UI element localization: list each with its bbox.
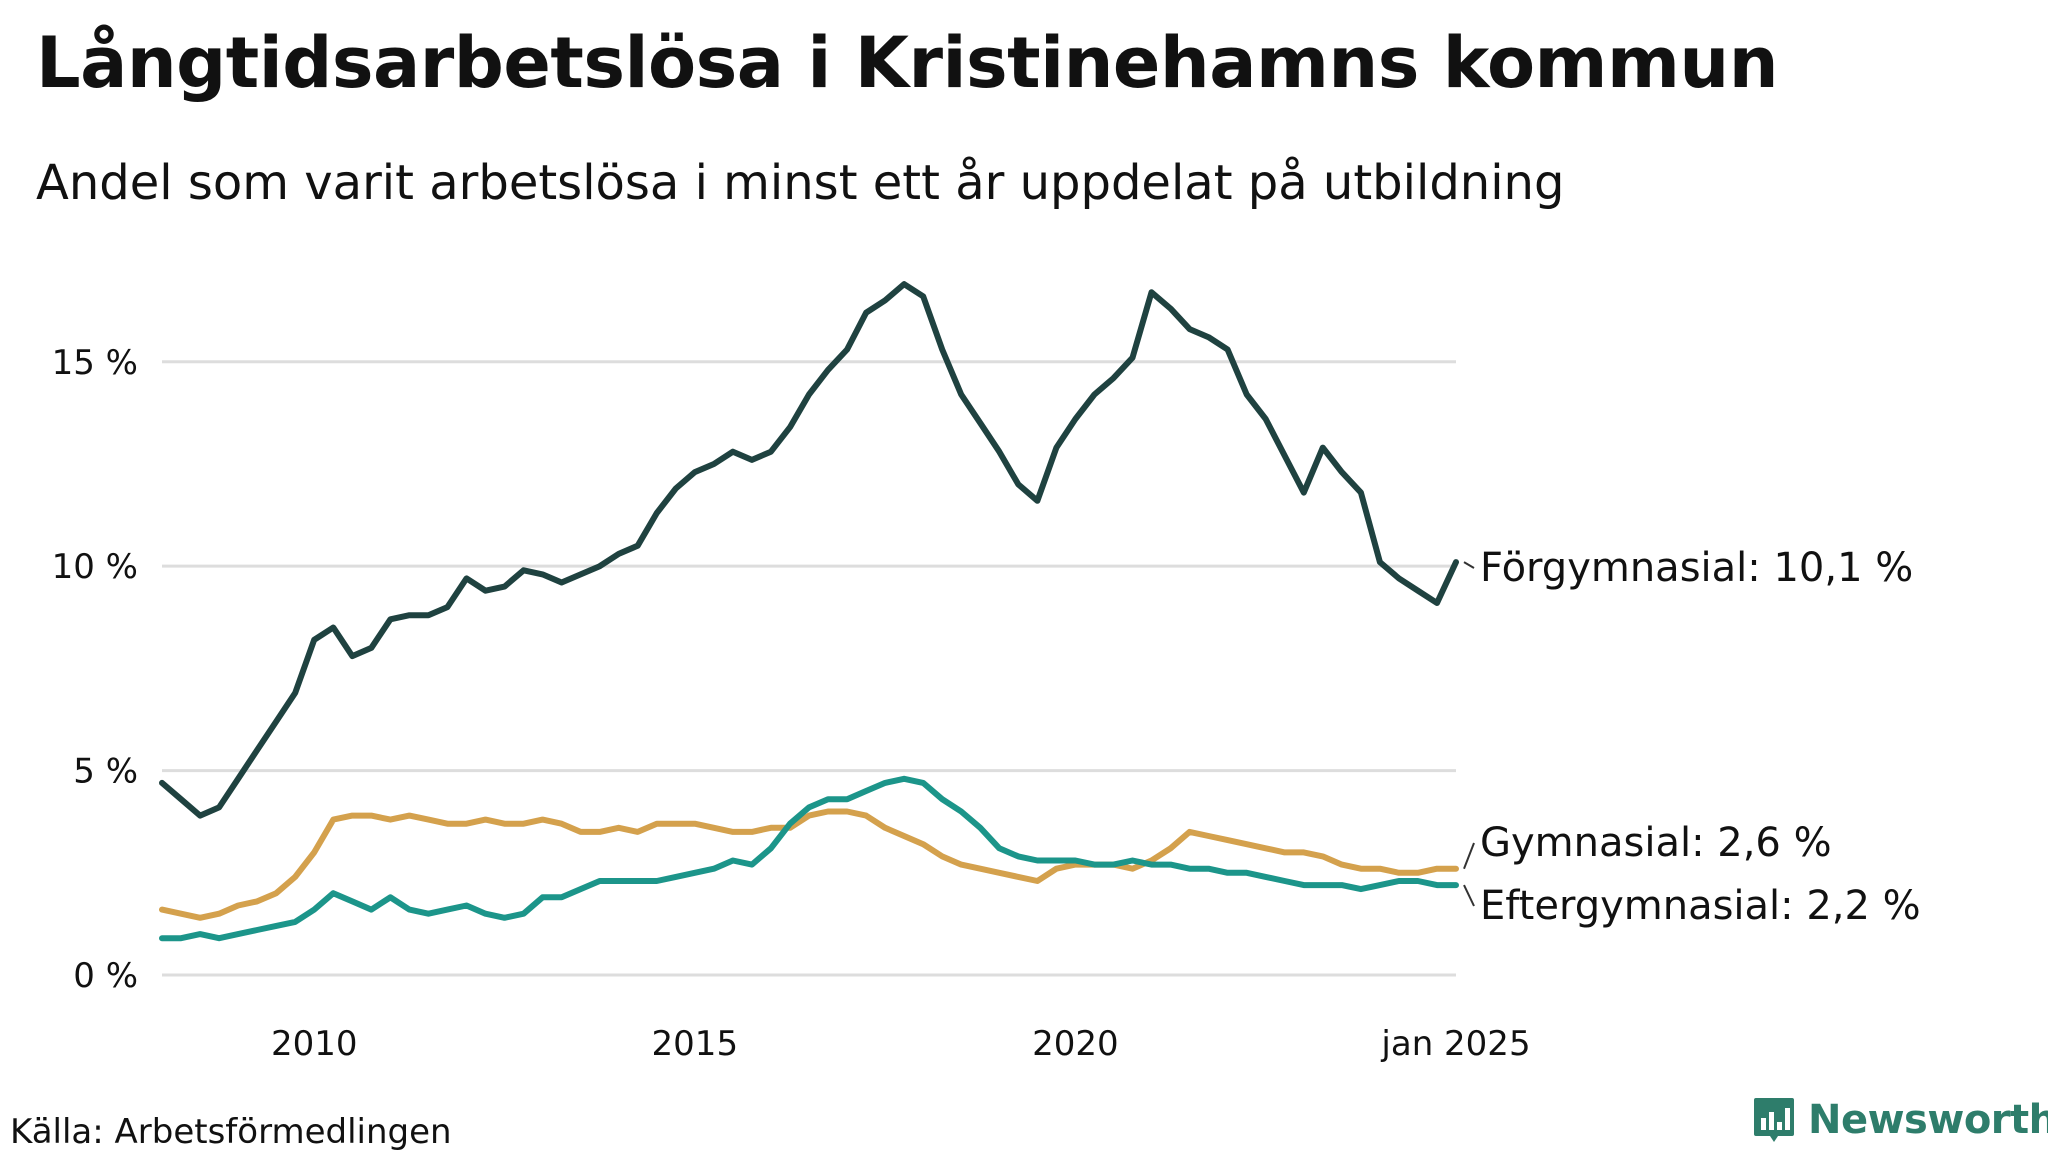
bar-chart-logo-icon	[1754, 1098, 1794, 1142]
y-tick-label: 15 %	[52, 343, 138, 383]
chart-title: Långtidsarbetslösa i Kristinehamns kommu…	[36, 22, 1779, 104]
end-label-förgymnasial: Förgymnasial: 10,1 %	[1480, 545, 1913, 591]
brand: Newsworthy	[1752, 1096, 2048, 1144]
x-tick-label: 2015	[652, 1024, 739, 1064]
chart-subtitle: Andel som varit arbetslösa i minst ett å…	[36, 155, 1565, 211]
x-tick-label: jan 2025	[1380, 1024, 1530, 1064]
end-label-connector	[1463, 884, 1475, 907]
source-note: Källa: Arbetsförmedlingen	[10, 1112, 452, 1152]
x-tick-label: 2020	[1032, 1024, 1119, 1064]
y-tick-label: 0 %	[73, 956, 138, 996]
end-label-gymnasial: Gymnasial: 2,6 %	[1480, 820, 1832, 866]
brand-name: Newsworthy	[1808, 1097, 2048, 1143]
series-line-gymnasial	[159, 808, 1459, 921]
x-tick-label: 2010	[271, 1024, 358, 1064]
end-label-eftergymnasial: Eftergymnasial: 2,2 %	[1480, 883, 1921, 929]
end-label-connector	[1463, 561, 1475, 569]
y-tick-label: 10 %	[52, 547, 138, 587]
end-label-connector	[1463, 842, 1475, 870]
series-line-förgymnasial	[159, 281, 1459, 819]
y-tick-label: 5 %	[73, 752, 138, 792]
series-line-eftergymnasial	[159, 775, 1459, 942]
